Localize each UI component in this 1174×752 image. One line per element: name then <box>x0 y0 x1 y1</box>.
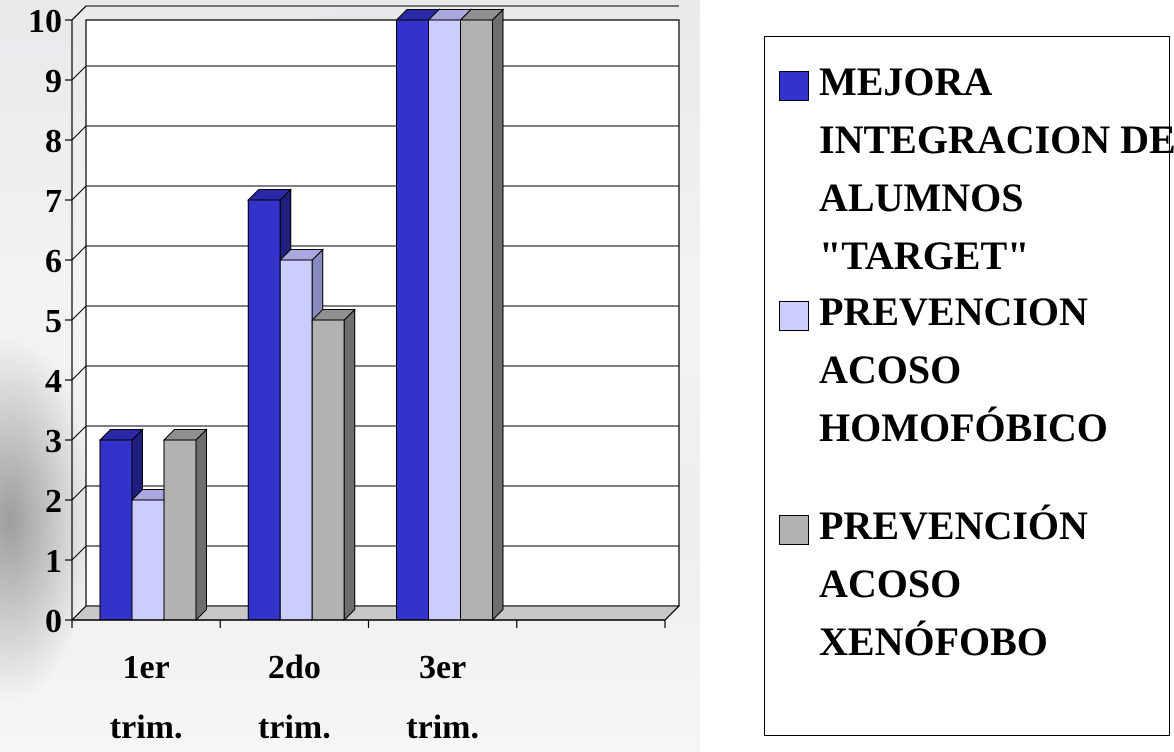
legend-label-mejora-integracion: MEJORA INTEGRACION DE ALUMNOS "TARGET" <box>819 59 1174 278</box>
y-tick-label: 4 <box>45 363 62 400</box>
bar <box>460 19 493 621</box>
y-tick-label: 6 <box>45 243 62 280</box>
x-category-label: trim. <box>258 709 331 746</box>
bar-side <box>195 428 207 622</box>
y-axis-depth <box>71 5 87 21</box>
bar <box>163 439 197 621</box>
bar <box>131 499 165 621</box>
gridline <box>71 5 679 21</box>
legend-label-prevencion-homofobico: PREVENCION ACOSO HOMOFÓBICO <box>819 289 1108 450</box>
y-tick-label: 7 <box>45 183 62 220</box>
legend-swatch-mejora-integracion <box>779 71 809 101</box>
x-category-label: trim. <box>406 709 479 746</box>
bar <box>279 259 313 621</box>
y-tick-label: 1 <box>45 543 62 580</box>
x-category-label: 3er <box>419 649 466 686</box>
bar <box>428 19 461 621</box>
y-tick-label: 3 <box>45 423 62 460</box>
y-tick-label: 10 <box>28 3 62 40</box>
legend-swatch-prevencion-homofobico <box>779 301 809 331</box>
bar-side <box>343 308 356 622</box>
y-tick-label: 2 <box>45 483 62 520</box>
bar-top <box>279 249 324 261</box>
chart-legend: MEJORA INTEGRACION DE ALUMNOS "TARGET" P… <box>764 36 1174 736</box>
y-tick-label: 0 <box>45 603 62 640</box>
bar <box>311 319 345 621</box>
bar <box>396 19 429 621</box>
x-axis-depth <box>664 605 680 621</box>
bar <box>247 199 281 621</box>
x-category-label: 2do <box>268 649 321 686</box>
legend-swatch-prevencion-xenofobo <box>779 515 809 545</box>
legend-label-prevencion-xenofobo: PREVENCIÓN ACOSO XENÓFOBO <box>819 503 1088 664</box>
y-tick-label: 8 <box>45 123 62 160</box>
bar <box>99 439 133 621</box>
x-category-label: 1er <box>123 649 170 686</box>
bar-top <box>459 9 505 21</box>
bar-side <box>492 8 504 622</box>
bar-top <box>98 429 144 441</box>
x-category-label: trim. <box>110 709 183 746</box>
y-tick-label: 5 <box>45 303 62 340</box>
bar-top <box>162 429 208 441</box>
bar-top <box>311 309 356 321</box>
y-tick-label: 9 <box>45 63 62 100</box>
bar-top <box>247 189 292 201</box>
